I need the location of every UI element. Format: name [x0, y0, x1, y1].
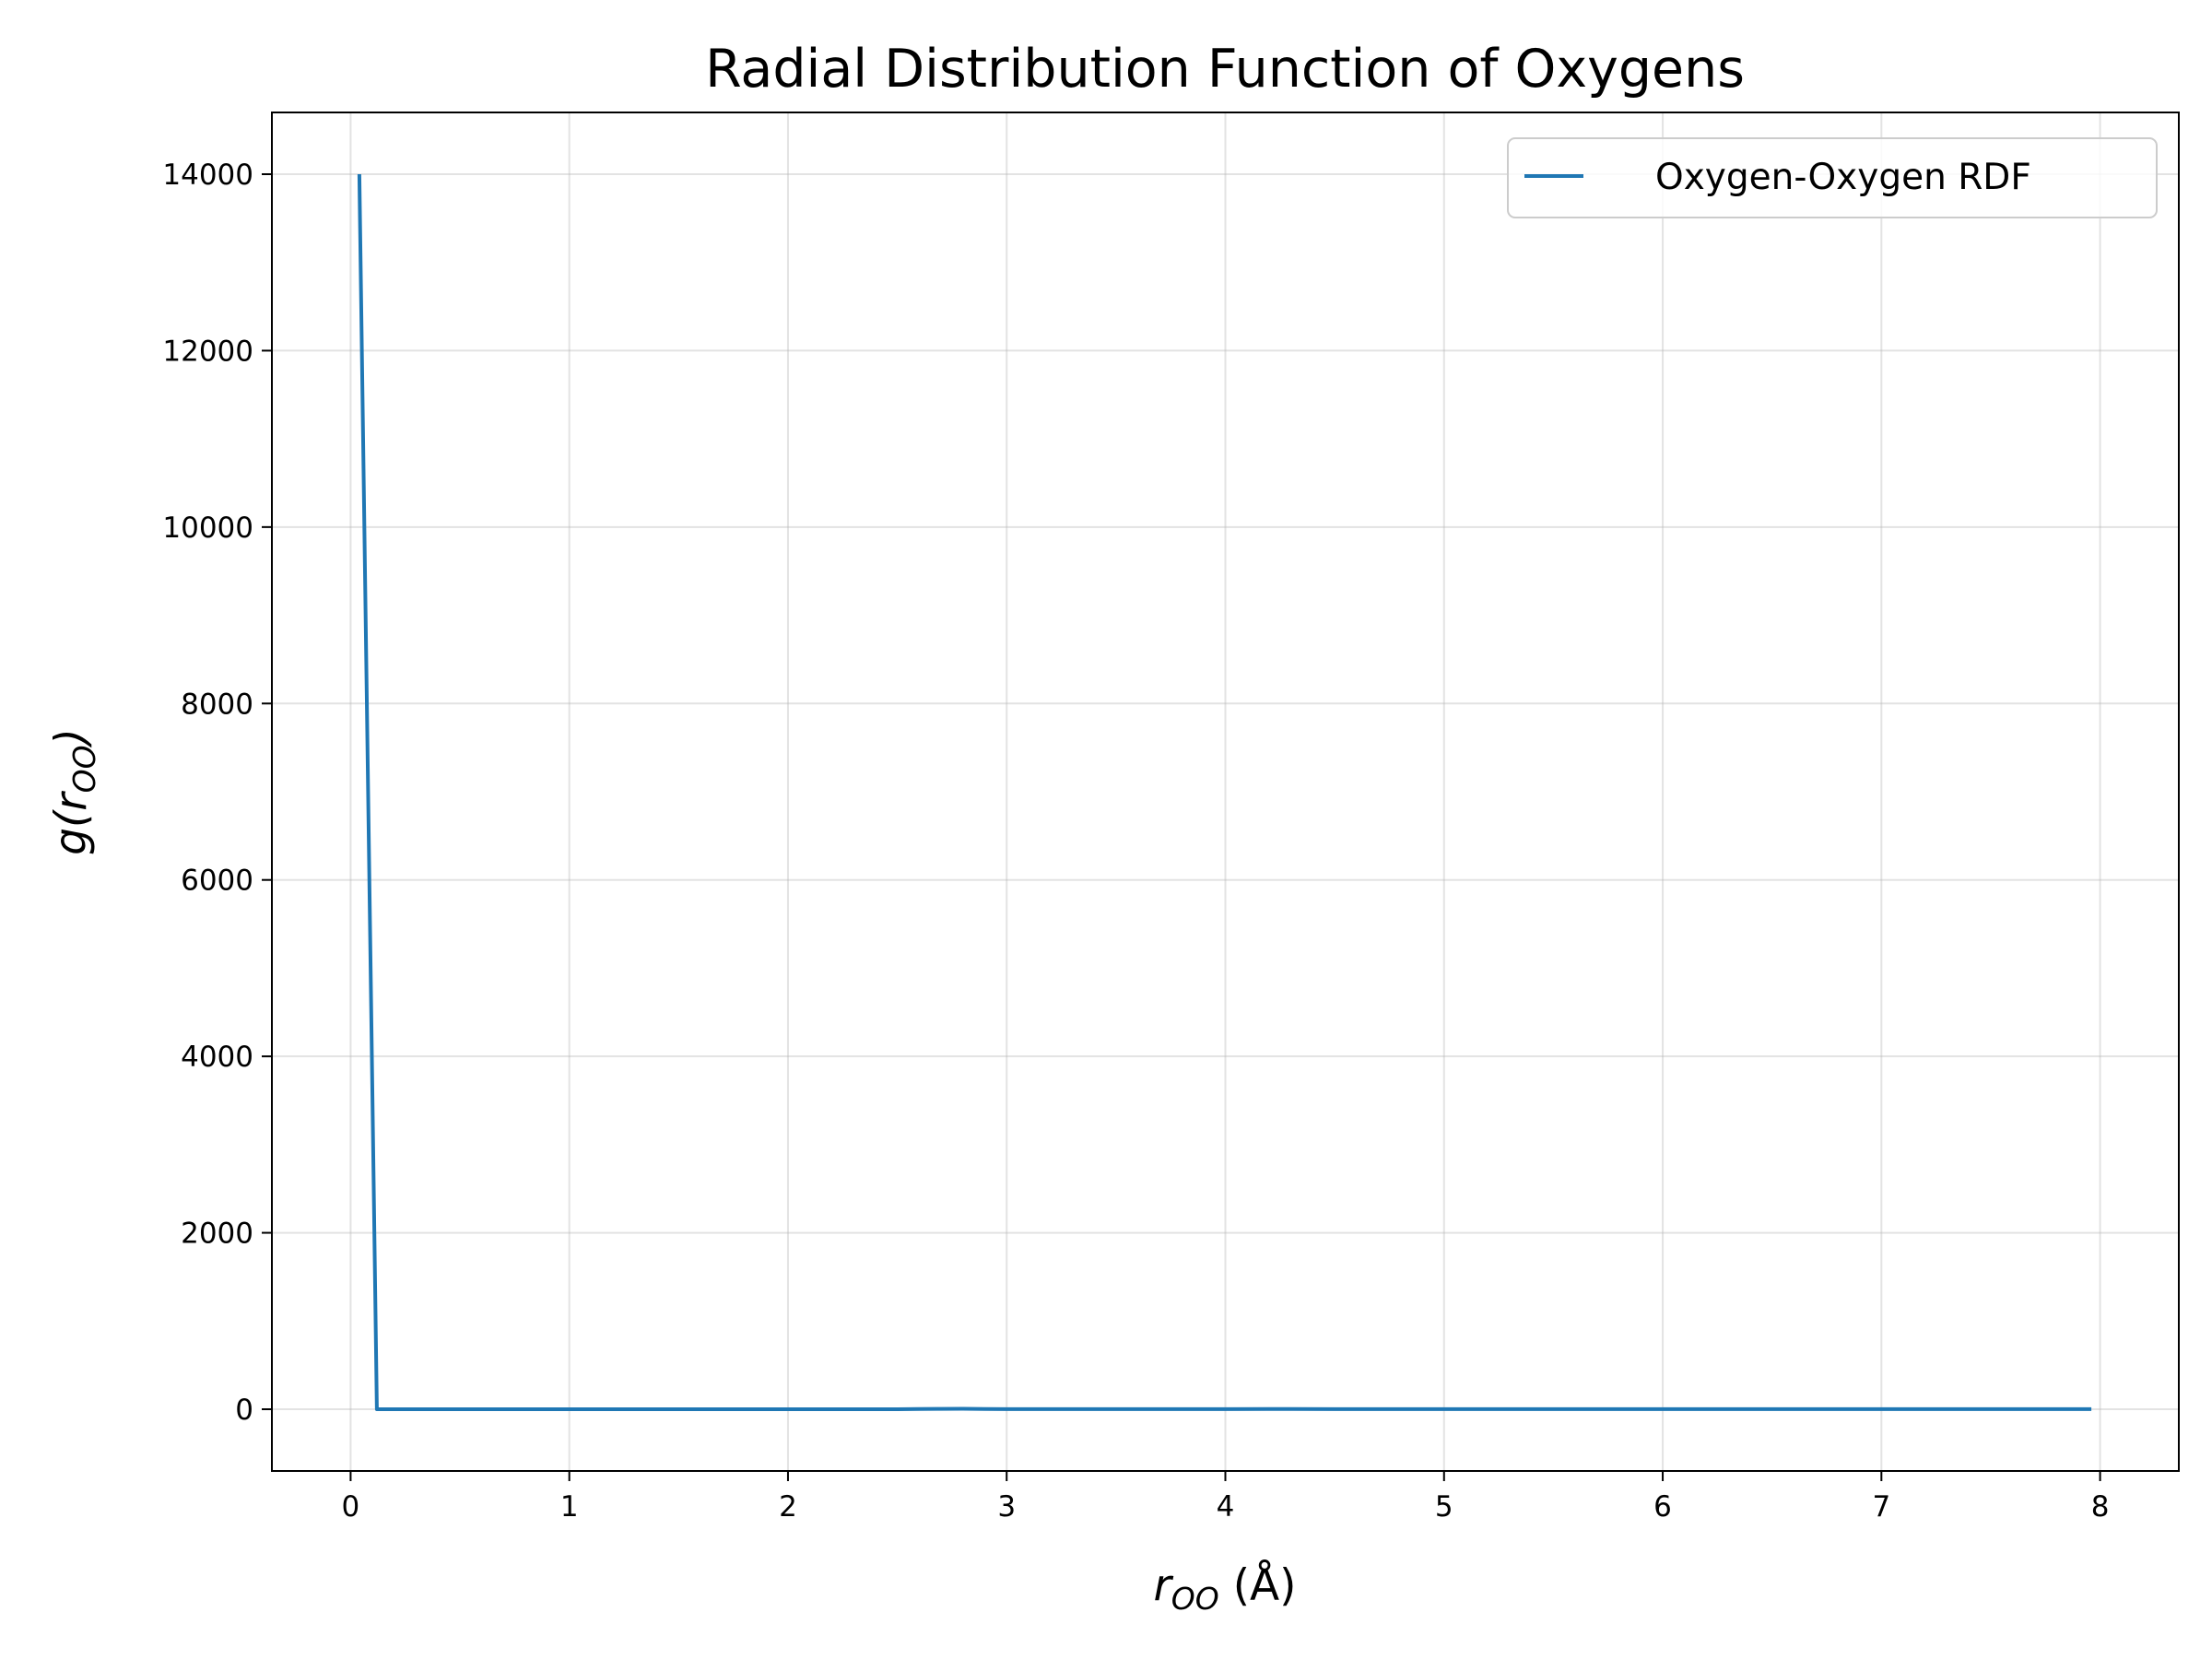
y-axis-ticks: 0 2000 4000 6000 8000 10000 12000 14000 — [162, 159, 272, 1427]
y-tick-label: 10000 — [162, 512, 253, 545]
x-axis-label: rOO (Å) — [1153, 1560, 1296, 1617]
y-axis-label: g(rOO) — [46, 728, 102, 855]
y-axis-label-suffix: ) — [46, 728, 97, 747]
x-axis-label-symbol: r — [1153, 1560, 1173, 1611]
y-tick-label: 12000 — [162, 335, 253, 368]
y-tick-label: 8000 — [181, 688, 253, 721]
y-tick-label: 2000 — [181, 1218, 253, 1251]
x-tick-label: 4 — [1217, 1490, 1235, 1524]
chart-title: Radial Distribution Function of Oxygens — [705, 39, 1745, 100]
plot-area — [357, 173, 2092, 1411]
y-axis-label-subscript: OO — [66, 745, 102, 793]
y-axis-label-symbol: r — [46, 791, 97, 811]
y-tick-label: 4000 — [181, 1041, 253, 1074]
x-tick-label: 0 — [342, 1490, 360, 1524]
x-tick-label: 8 — [2091, 1490, 2110, 1524]
series-line-oxygen-oxygen-rdf — [357, 173, 2092, 1411]
y-axis-label-prefix: g( — [46, 808, 97, 855]
x-tick-label: 6 — [1653, 1490, 1672, 1524]
y-tick-label: 0 — [235, 1394, 253, 1427]
x-tick-label: 7 — [1872, 1490, 1890, 1524]
legend-label-oxygen-oxygen-rdf: Oxygen-Oxygen RDF — [1655, 157, 2031, 198]
x-axis-label-subscript: OO — [1171, 1581, 1219, 1617]
x-tick-label: 2 — [779, 1490, 797, 1524]
x-tick-label: 3 — [997, 1490, 1016, 1524]
y-tick-label: 6000 — [181, 865, 253, 898]
x-tick-label: 1 — [560, 1490, 579, 1524]
x-axis-label-unit: (Å) — [1219, 1560, 1297, 1611]
y-tick-label: 14000 — [162, 159, 253, 192]
x-axis-ticks: 0 1 2 3 4 5 6 7 8 — [342, 1471, 2110, 1524]
legend: Oxygen-Oxygen RDF — [1507, 137, 2158, 218]
x-tick-label: 5 — [1435, 1490, 1453, 1524]
legend-box — [1507, 137, 2158, 218]
